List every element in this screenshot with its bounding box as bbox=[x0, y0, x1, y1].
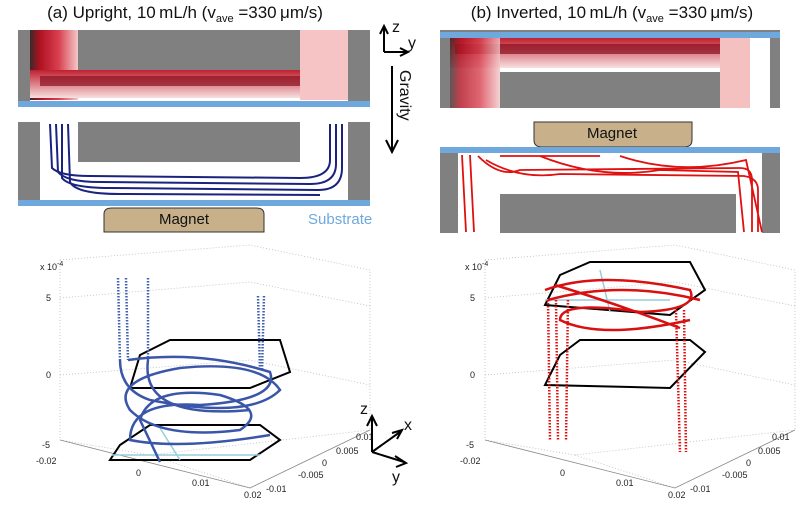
substrate-label: Substrate bbox=[308, 211, 372, 228]
x-tick-label: -0.02 bbox=[36, 456, 57, 466]
scale-text: x 10 bbox=[465, 262, 482, 272]
trajectory bbox=[118, 355, 282, 463]
y-tick-label: 0 bbox=[322, 458, 327, 468]
axis-label: z bbox=[360, 401, 368, 418]
scale-label: x 10-4 bbox=[40, 261, 63, 272]
substrate bbox=[18, 101, 370, 107]
y-tick-label: 0 bbox=[746, 458, 751, 468]
axis-arrows bbox=[379, 23, 411, 57]
axis-label: z bbox=[392, 19, 400, 36]
y-tick-label: -0.005 bbox=[298, 470, 324, 480]
substrate bbox=[440, 147, 780, 153]
channel-wall bbox=[18, 122, 40, 202]
magnet-label: Magnet bbox=[587, 125, 638, 142]
channel-wall bbox=[78, 122, 300, 162]
y-tick-label: 0.01 bbox=[772, 432, 790, 442]
channel-wall bbox=[440, 153, 458, 233]
channel-wall bbox=[500, 194, 736, 233]
axis-label: y bbox=[408, 35, 416, 52]
title-text: =330 μm/s) bbox=[234, 3, 323, 22]
title-subscript: ave bbox=[646, 13, 664, 25]
y-tick-label: -0.005 bbox=[722, 470, 748, 480]
trajectory-points bbox=[546, 299, 688, 453]
panel-title: (a) Upright, 10 mL/h (vave =330 μm/s) bbox=[47, 3, 323, 25]
y-tick-label: -0.01 bbox=[266, 484, 287, 494]
panel-title: (b) Inverted, 10 mL/h (vave =330 μm/s) bbox=[471, 3, 753, 25]
magnet-outline bbox=[543, 261, 707, 390]
channel-wall bbox=[78, 30, 300, 70]
title-subscript: ave bbox=[216, 13, 234, 25]
z-tick-label: 5 bbox=[46, 293, 51, 303]
heat-region bbox=[300, 30, 348, 100]
gravity-label: Gravity bbox=[396, 70, 413, 121]
magnet-label: Magnet bbox=[159, 211, 210, 228]
trajectories-inverted: Magnet bbox=[440, 121, 780, 233]
x-tick-label: 0.01 bbox=[616, 478, 634, 488]
scale-label: x 10-4 bbox=[465, 261, 488, 272]
axis-edge bbox=[484, 429, 796, 489]
axis-label: y bbox=[392, 469, 400, 486]
y-tick-label: -0.01 bbox=[690, 484, 711, 494]
axis-arrows bbox=[366, 413, 409, 468]
substrate bbox=[18, 200, 370, 206]
orientation-top: z y Gravity bbox=[379, 19, 416, 155]
heatmap-upright bbox=[18, 30, 370, 107]
trajectory bbox=[49, 123, 343, 196]
heat-region bbox=[455, 44, 745, 54]
x-tick-label: 0 bbox=[136, 468, 141, 478]
scale-exponent: -4 bbox=[482, 261, 488, 268]
title-text: (a) Upright, 10 mL/h (v bbox=[47, 3, 216, 22]
axis-edge bbox=[59, 429, 371, 489]
z-tick-label: -5 bbox=[42, 440, 50, 450]
plot-upright: x 10-4 5 0 -5 -0.02 0 0.01 0.02 0.01 0.0… bbox=[36, 244, 374, 500]
scale-exponent: -4 bbox=[57, 261, 63, 268]
x-tick-label: -0.02 bbox=[460, 456, 481, 466]
gravity-arrow bbox=[385, 66, 399, 155]
plot-inverted: x 10-4 5 0 -5 -0.02 0 0.01 0.02 0.01 0.0… bbox=[460, 244, 796, 500]
substrate bbox=[440, 32, 780, 38]
axis-label: x bbox=[404, 417, 412, 434]
orientation-bottom: z x y bbox=[360, 401, 412, 486]
channel-wall bbox=[762, 153, 780, 233]
x-tick-label: 0 bbox=[560, 468, 565, 478]
z-tick-label: 0 bbox=[46, 370, 51, 380]
x-tick-label: 0.02 bbox=[244, 490, 262, 500]
y-tick-label: 0.005 bbox=[758, 446, 781, 456]
heat-region bbox=[720, 38, 750, 108]
z-tick-label: -5 bbox=[466, 440, 474, 450]
x-tick-label: 0.01 bbox=[192, 478, 210, 488]
channel-wall bbox=[348, 122, 370, 202]
heat-region bbox=[450, 38, 500, 108]
z-tick-label: 5 bbox=[470, 293, 475, 303]
trajectories-upright: Magnet Substrate bbox=[18, 122, 372, 233]
y-tick-label: 0.01 bbox=[356, 432, 374, 442]
y-tick-label: 0.005 bbox=[336, 446, 359, 456]
heat-region bbox=[40, 76, 310, 86]
title-text: =330 μm/s) bbox=[664, 3, 753, 22]
z-tick-label: 0 bbox=[470, 370, 475, 380]
x-tick-label: 0.02 bbox=[668, 490, 686, 500]
magnet bbox=[103, 207, 265, 233]
trajectory bbox=[544, 278, 701, 332]
heatmap-inverted bbox=[440, 30, 780, 108]
title-text: (b) Inverted, 10 mL/h (v bbox=[471, 3, 647, 22]
trajectory bbox=[461, 154, 763, 233]
channel-wall bbox=[500, 72, 720, 108]
scale-text: x 10 bbox=[40, 262, 57, 272]
